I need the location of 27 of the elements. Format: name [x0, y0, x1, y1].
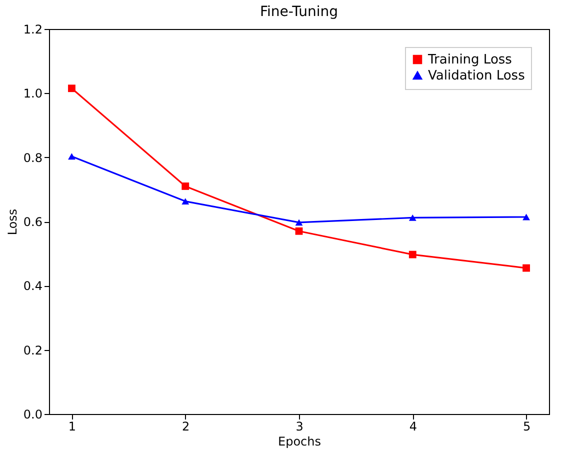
x-tick-label: 5 — [522, 420, 531, 434]
point — [522, 214, 530, 220]
x-axis-title: Epochs — [278, 434, 321, 448]
x-tick-label: 2 — [182, 420, 190, 434]
chart-title: Fine-Tuning — [260, 4, 338, 20]
point — [295, 219, 303, 226]
point — [408, 214, 416, 221]
y-tick-label: 0.2 — [23, 343, 42, 358]
point — [522, 264, 530, 272]
y-tick-label: 0.0 — [23, 408, 42, 422]
point — [68, 84, 76, 92]
y-tick-label: 1.0 — [23, 86, 42, 101]
x-tick-label: 4 — [409, 420, 417, 434]
y-tick-label: 0.8 — [23, 150, 42, 165]
y-axis-title: Loss — [5, 208, 20, 236]
point — [295, 227, 303, 235]
point — [68, 153, 76, 160]
x-tick-label: 1 — [68, 420, 76, 434]
legend-label: Training Loss — [427, 52, 512, 68]
y-tick-label: 1.2 — [23, 22, 42, 36]
y-tick-label: 0.6 — [23, 215, 42, 229]
point — [182, 198, 190, 204]
y-tick-label: 0.4 — [23, 279, 42, 294]
point — [408, 250, 416, 258]
legend-label: Validation Loss — [428, 68, 526, 84]
point — [182, 182, 190, 190]
x-tick-label: 3 — [296, 420, 304, 434]
